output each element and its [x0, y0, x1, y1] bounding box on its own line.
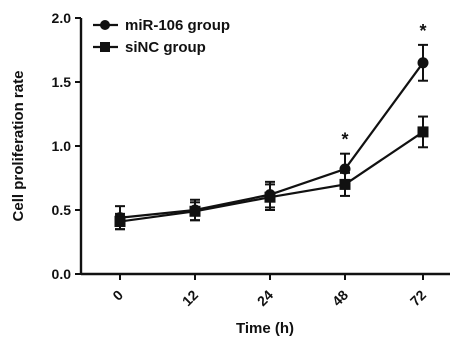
- y-axis-title: Cell proliferation rate: [10, 71, 27, 222]
- x-tick-label: 72: [407, 287, 429, 309]
- legend: miR-106 group siNC group: [93, 17, 230, 56]
- data-point-circle: [339, 163, 351, 175]
- y-tick-label: 0.0: [52, 266, 72, 282]
- legend-label-miR-106: miR-106 group: [125, 17, 230, 34]
- y-tick-label: 2.0: [52, 10, 72, 26]
- data-point-square: [114, 216, 126, 228]
- data-point-circle: [417, 57, 429, 69]
- x-tick-label: 24: [254, 287, 276, 309]
- x-axis-title: Time (h): [236, 320, 294, 337]
- significance-marker: *: [419, 21, 426, 41]
- series-layer: [114, 43, 429, 231]
- data-point-square: [339, 178, 351, 190]
- x-tick-label: 12: [179, 287, 201, 309]
- x-tick-label: 0: [109, 287, 126, 304]
- y-axis-ticks: 0.0 0.5 1.0 1.5 2.0: [52, 10, 81, 282]
- y-tick-label: 1.0: [52, 138, 72, 154]
- y-tick-label: 1.5: [52, 74, 72, 90]
- legend-label-siNC: siNC group: [125, 39, 206, 56]
- data-point-square: [264, 191, 276, 203]
- data-point-square: [189, 205, 201, 217]
- x-axis-ticks: 0 12 24 48 72: [109, 274, 429, 309]
- legend-marker-circle: [100, 20, 110, 30]
- significance-marker: *: [341, 130, 348, 150]
- series-sinc: [114, 115, 429, 231]
- x-tick-label: 48: [329, 287, 351, 309]
- data-point-square: [417, 126, 429, 138]
- y-tick-label: 0.5: [52, 202, 72, 218]
- legend-marker-square: [100, 42, 110, 52]
- annotation-layer: **: [341, 21, 426, 150]
